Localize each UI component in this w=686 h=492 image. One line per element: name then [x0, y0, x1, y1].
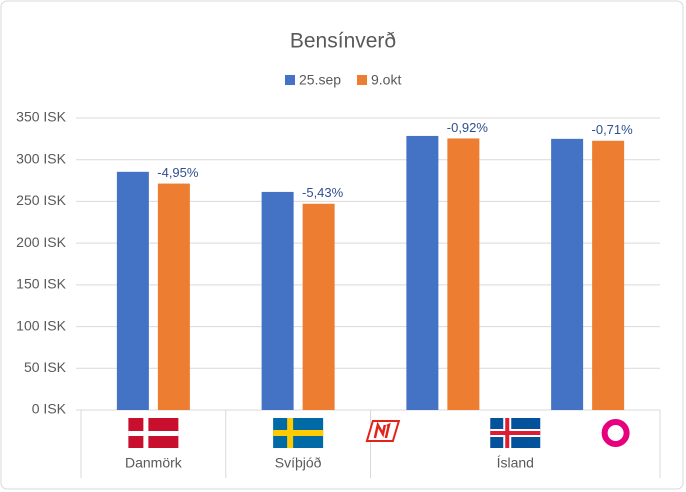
- bar: [592, 140, 625, 410]
- change-label: -4,95%: [157, 165, 199, 180]
- bar: [551, 138, 584, 410]
- flag-cross: [490, 431, 541, 435]
- y-tick-label: 200 ISK: [16, 234, 66, 250]
- bar: [302, 203, 335, 410]
- chart-title: Bensínverð: [290, 30, 396, 53]
- x-group-label: Danmörk: [125, 455, 183, 471]
- category-icon: [273, 418, 324, 448]
- x-group-label: Svíþjóð: [275, 455, 322, 471]
- bar: [157, 183, 190, 410]
- bar: [447, 138, 480, 410]
- legend-swatch: [357, 75, 367, 85]
- y-tick-label: 150 ISK: [16, 276, 66, 292]
- y-tick-label: 300 ISK: [16, 150, 66, 166]
- bar: [261, 191, 294, 410]
- category-icon: [128, 418, 179, 448]
- bar: [116, 171, 149, 410]
- bar: [406, 135, 439, 411]
- x-group-label: Ísland: [497, 455, 534, 471]
- y-tick-label: 100 ISK: [16, 317, 66, 333]
- flag-cross: [273, 430, 324, 436]
- logo: [601, 419, 630, 447]
- y-tick-label: 250 ISK: [16, 192, 66, 208]
- flag-cross: [287, 418, 294, 448]
- flag-cross: [143, 418, 149, 448]
- legend-label: 9.okt: [371, 72, 401, 88]
- y-tick-label: 350 ISK: [16, 109, 66, 125]
- category-icon: [601, 419, 630, 447]
- change-label: -0,71%: [592, 122, 634, 137]
- change-label: -0,92%: [447, 120, 489, 135]
- flag-cross: [505, 418, 510, 448]
- y-tick-label: 50 ISK: [24, 359, 67, 375]
- y-tick-label: 0 ISK: [32, 401, 67, 417]
- change-label: -5,43%: [302, 185, 344, 200]
- legend-swatch: [285, 75, 295, 85]
- logo-text: [373, 421, 391, 439]
- category-icon: [365, 418, 541, 448]
- legend-label: 25.sep: [299, 72, 341, 88]
- flag-cross: [128, 431, 179, 436]
